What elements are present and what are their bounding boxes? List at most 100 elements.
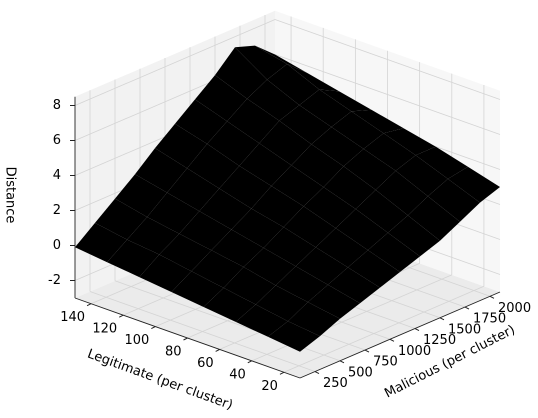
x-tick-label: 1000 — [398, 344, 431, 359]
x-tick-label: 500 — [348, 365, 373, 380]
surface-patch — [267, 64, 320, 106]
y-tick-label: 20 — [261, 379, 278, 394]
x-tick — [464, 306, 470, 310]
x-tick — [414, 328, 420, 331]
x-tick-label: 1250 — [423, 333, 456, 348]
z-tick-label: -2 — [48, 273, 61, 288]
x-tick — [314, 371, 320, 374]
z-tick-label: 2 — [53, 203, 61, 218]
surface-patch — [279, 105, 332, 145]
surface-patch — [235, 45, 288, 80]
surface-patch — [255, 285, 308, 322]
y-tick — [118, 314, 124, 318]
surface-patch — [355, 189, 408, 233]
surface-patch — [287, 302, 340, 337]
surface — [75, 45, 500, 352]
x-tick — [339, 360, 345, 364]
x-tick-label: 250 — [323, 376, 348, 391]
surface-patch — [447, 166, 500, 203]
surface-patch — [367, 232, 420, 272]
surface-patch — [179, 211, 232, 251]
surface-patch — [311, 127, 364, 167]
surface-patch — [75, 222, 128, 263]
surface-patch — [415, 146, 468, 179]
y-tick — [183, 337, 188, 341]
x-tick-label: 1500 — [448, 322, 481, 337]
surface-patch — [243, 247, 296, 286]
surface-patch — [155, 123, 208, 169]
surface-patch — [171, 271, 224, 307]
surface-patch — [331, 111, 384, 149]
z-axis-label: Distance — [3, 167, 18, 224]
surface-patch — [343, 148, 396, 190]
y-tick — [151, 326, 156, 330]
surface-patch — [275, 266, 328, 303]
z-tick-label: 0 — [53, 238, 61, 253]
surface-patch — [227, 98, 280, 144]
surface-patch — [159, 233, 212, 272]
x-tick — [489, 295, 495, 299]
surface-patch — [271, 165, 324, 207]
surface-patch — [387, 215, 440, 257]
y-tick-label: 140 — [60, 310, 85, 325]
surface-patch — [307, 284, 360, 319]
surface-patch — [255, 45, 308, 73]
surface-patch — [135, 148, 188, 193]
surface-patch — [295, 247, 348, 285]
y-tick — [247, 360, 253, 364]
y-tick-label: 120 — [92, 322, 117, 337]
surface-patch — [191, 250, 244, 288]
y-tick — [215, 348, 220, 352]
surface-patch — [211, 229, 264, 267]
surface-patch — [215, 47, 268, 99]
surface-patch — [235, 304, 288, 337]
surface-patch — [363, 133, 416, 171]
surface-patch — [287, 64, 340, 92]
x-tick-label: 750 — [373, 355, 398, 370]
surface-patch — [347, 250, 400, 288]
surface-patch — [395, 155, 448, 197]
surface-patch — [351, 109, 404, 134]
surface-patch — [315, 228, 368, 268]
surface-patch — [107, 239, 160, 278]
surface-patch — [175, 99, 228, 144]
x-axis — [299, 291, 501, 379]
x-tick-label: 1750 — [473, 312, 506, 327]
surface-patch — [263, 227, 316, 267]
grid-line — [274, 19, 501, 100]
surface-patch — [427, 178, 480, 222]
grid-line — [283, 285, 485, 373]
surface-patch — [323, 166, 376, 209]
surface-patch — [223, 267, 276, 305]
surface-patch — [139, 254, 192, 292]
y-tick — [86, 303, 92, 307]
surface-patch — [199, 188, 252, 230]
surface-patch — [407, 196, 460, 241]
surface-patch — [195, 75, 248, 122]
grid-line — [274, 54, 501, 135]
surface-patch — [115, 174, 168, 217]
surface-patch — [167, 168, 220, 212]
surface-patch — [319, 89, 372, 112]
x-tick-label: 2000 — [498, 301, 531, 316]
surface-patch — [259, 120, 312, 166]
surface-patch — [231, 208, 284, 248]
surface-patch — [203, 287, 256, 322]
surface-patch — [375, 170, 428, 216]
surface-patch — [303, 187, 356, 229]
y-tick-label: 40 — [229, 367, 246, 382]
z-tick-label: 4 — [53, 168, 61, 183]
surface-patch — [247, 79, 300, 121]
grid-line — [74, 19, 276, 106]
surface-patch — [95, 198, 148, 240]
surface-patch — [207, 121, 260, 166]
surface-patch — [299, 89, 352, 127]
surface-patch — [147, 192, 200, 234]
x-tick — [389, 338, 395, 342]
surface-patch — [239, 143, 292, 186]
surface-patch — [327, 267, 380, 304]
y-tick-label: 60 — [197, 356, 214, 371]
y-tick-label: 100 — [125, 333, 150, 348]
surface-patch — [219, 165, 272, 209]
